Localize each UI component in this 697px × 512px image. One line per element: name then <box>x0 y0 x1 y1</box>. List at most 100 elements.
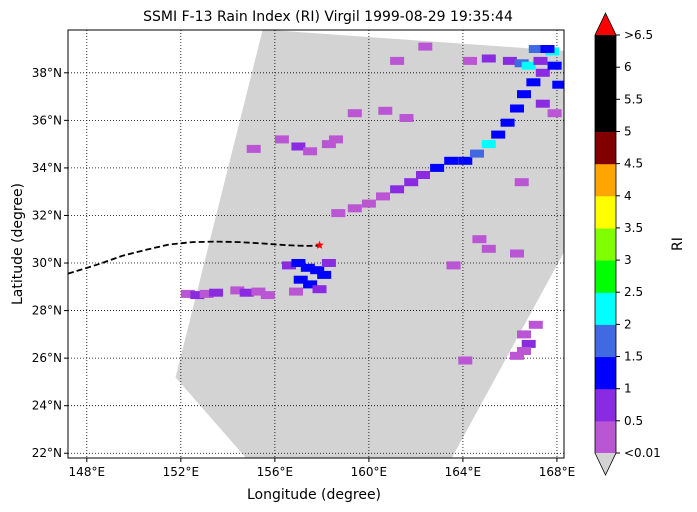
colorbar-segment <box>595 388 616 422</box>
rain-pixel <box>312 285 327 294</box>
colorbar-segment <box>595 67 616 100</box>
rain-pixel <box>399 114 414 122</box>
colorbar-tick-label: 2 <box>624 317 632 331</box>
colorbar-segment <box>595 195 616 229</box>
colorbar-tick-label: 5 <box>624 125 632 139</box>
rain-pixel <box>289 287 303 296</box>
plot-area: 148°E 152°E 156°E 160°E 164°E 168°E 22°N24°N2… <box>32 29 576 479</box>
colorbar-tick-label: 1.5 <box>624 350 643 364</box>
colorbar-tick-label: 2.5 <box>624 285 643 299</box>
colorbar-segment <box>595 356 616 390</box>
rain-pixel <box>209 288 224 297</box>
rain-pixel <box>491 130 506 139</box>
swath-area <box>175 30 564 458</box>
rain-pixel <box>517 90 531 99</box>
x-axis-label: Longitude (degree) <box>247 487 381 503</box>
colorbar: <0.01 0.5 1 1.5 2 2.5 3 3.5 4 4.5 5 5.5 6 >6.5 <box>594 12 661 476</box>
rain-pixel <box>303 147 318 156</box>
rain-pixel <box>535 68 550 77</box>
y-tick-label: 30°N <box>32 256 62 270</box>
colorbar-tick-label: 6 <box>624 60 632 74</box>
rain-pixel <box>331 209 346 218</box>
rain-pixel <box>540 45 555 53</box>
rain-pixel <box>321 259 336 267</box>
rain-pixel <box>260 291 275 300</box>
rain-pixel <box>535 99 550 108</box>
rain-pixel <box>239 288 254 297</box>
colorbar-under-arrow <box>595 453 616 475</box>
x-tick-label: 164°E <box>445 465 482 479</box>
y-axis-label: Latitude (degree) <box>10 183 26 305</box>
rain-pixel <box>510 249 524 258</box>
rain-pixel <box>390 56 405 65</box>
y-tick-label: 24°N <box>32 399 62 413</box>
colorbar-segment <box>595 131 616 165</box>
rain-pixel <box>470 149 484 158</box>
rain-pixel <box>521 61 536 70</box>
colorbar-over-arrow <box>595 13 616 35</box>
storm-marker <box>315 240 324 249</box>
colorbar-segment <box>595 292 616 325</box>
rain-pixel <box>446 261 461 270</box>
rain-pixel <box>481 140 496 149</box>
colorbar-tick-label: 1 <box>624 382 632 396</box>
y-tick-label: 32°N <box>32 208 62 222</box>
chart-title: SSMI F-13 Rain Index (RI) Virgil 1999-08… <box>143 9 513 25</box>
x-tick-label: 156°E <box>257 465 294 479</box>
rain-pixel <box>321 140 336 149</box>
rain-pixel <box>199 289 214 298</box>
rain-pixel <box>526 78 541 87</box>
colorbar-segment <box>595 99 616 132</box>
track-layer <box>68 240 324 275</box>
rain-pixel <box>361 199 376 208</box>
rain-pixel <box>404 178 419 187</box>
rain-pixel <box>481 54 496 63</box>
rain-pixel <box>418 42 433 51</box>
colorbar-tick-label: 4.5 <box>624 157 643 171</box>
swath-layer <box>175 30 564 458</box>
colorbar-tick-label: 5.5 <box>624 92 643 106</box>
rain-pixel <box>444 156 459 165</box>
rain-pixel <box>430 163 445 172</box>
y-tick-label: 22°N <box>32 446 62 460</box>
x-tick-label: 168°E <box>539 465 576 479</box>
colorbar-segment <box>595 35 616 68</box>
colorbar-tick-label: 4 <box>624 189 632 203</box>
rain-pixel <box>521 339 536 348</box>
rain-pixel <box>472 235 487 244</box>
rain-pixel <box>310 266 325 275</box>
rain-pixel <box>329 135 343 144</box>
colorbar-tick-label: 0.5 <box>624 414 643 428</box>
rain-pixel <box>190 291 205 300</box>
rain-pixel <box>547 61 562 70</box>
colorbar-tick-label: >6.5 <box>624 28 653 42</box>
rain-pixel <box>230 286 245 295</box>
rain-pixel <box>514 178 529 187</box>
rain-pixel <box>300 263 315 272</box>
rain-pixel <box>502 56 517 65</box>
rain-pixel <box>376 192 390 201</box>
x-tick-label: 148°E <box>69 465 106 479</box>
rain-pixel <box>291 142 306 151</box>
colorbar-segment <box>595 227 616 261</box>
rain-pixel <box>347 204 362 213</box>
rain-pixel <box>528 45 543 53</box>
rain-pixel <box>274 135 289 144</box>
rain-pixel <box>547 109 562 118</box>
y-tick-label: 36°N <box>32 113 62 127</box>
rain-pixel <box>500 118 515 127</box>
colorbar-segment <box>595 163 616 197</box>
rain-pixel <box>347 109 362 118</box>
rain-pixel <box>317 270 332 279</box>
rain-pixel <box>293 275 308 284</box>
rain-pixel <box>458 356 473 365</box>
colorbar-segment <box>595 260 616 293</box>
rain-pixel <box>180 289 195 298</box>
y-tick-label: 26°N <box>32 351 62 365</box>
y-tick-label: 34°N <box>32 161 62 175</box>
rain-layer <box>180 42 564 365</box>
y-axis: 22°N 24°N 26°N 28°N 30°N 32°N 34°N 36°N 38°N <box>32 66 68 460</box>
rain-pixel <box>378 106 393 115</box>
rain-pixel <box>552 80 564 89</box>
rain-pixel <box>517 347 531 355</box>
